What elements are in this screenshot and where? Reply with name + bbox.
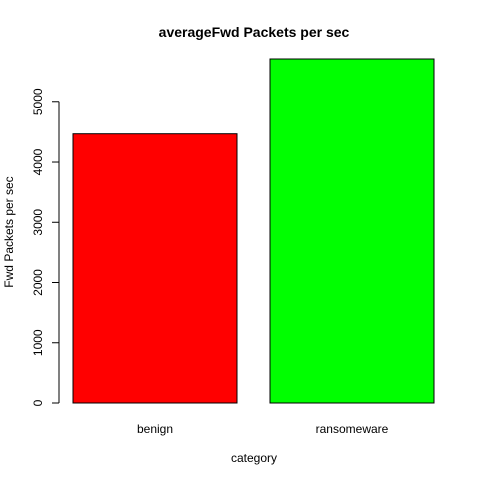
y-axis-tick-label: 3000 (31, 209, 45, 236)
bars (72, 58, 435, 404)
x-axis-tick-labels: benign ransomeware (137, 422, 389, 436)
x-axis-tick-label: ransomeware (316, 422, 389, 436)
y-axis-tick-label: 1000 (31, 329, 45, 356)
y-axis-tick-label: 0 (31, 399, 45, 406)
y-axis: 0 1000 2000 3000 4000 5000 (31, 88, 60, 406)
chart-title: averageFwd Packets per sec (159, 24, 350, 40)
bar-benign (72, 133, 238, 404)
x-axis-tick-label: benign (137, 422, 173, 436)
y-axis-label: Fwd Packets per sec (2, 176, 16, 287)
y-axis-tick-label: 4000 (31, 148, 45, 175)
x-axis-label: category (231, 451, 277, 465)
bar-ransomeware (269, 58, 435, 404)
y-axis-tick-label: 5000 (31, 88, 45, 115)
y-axis-tick-label: 2000 (31, 269, 45, 296)
